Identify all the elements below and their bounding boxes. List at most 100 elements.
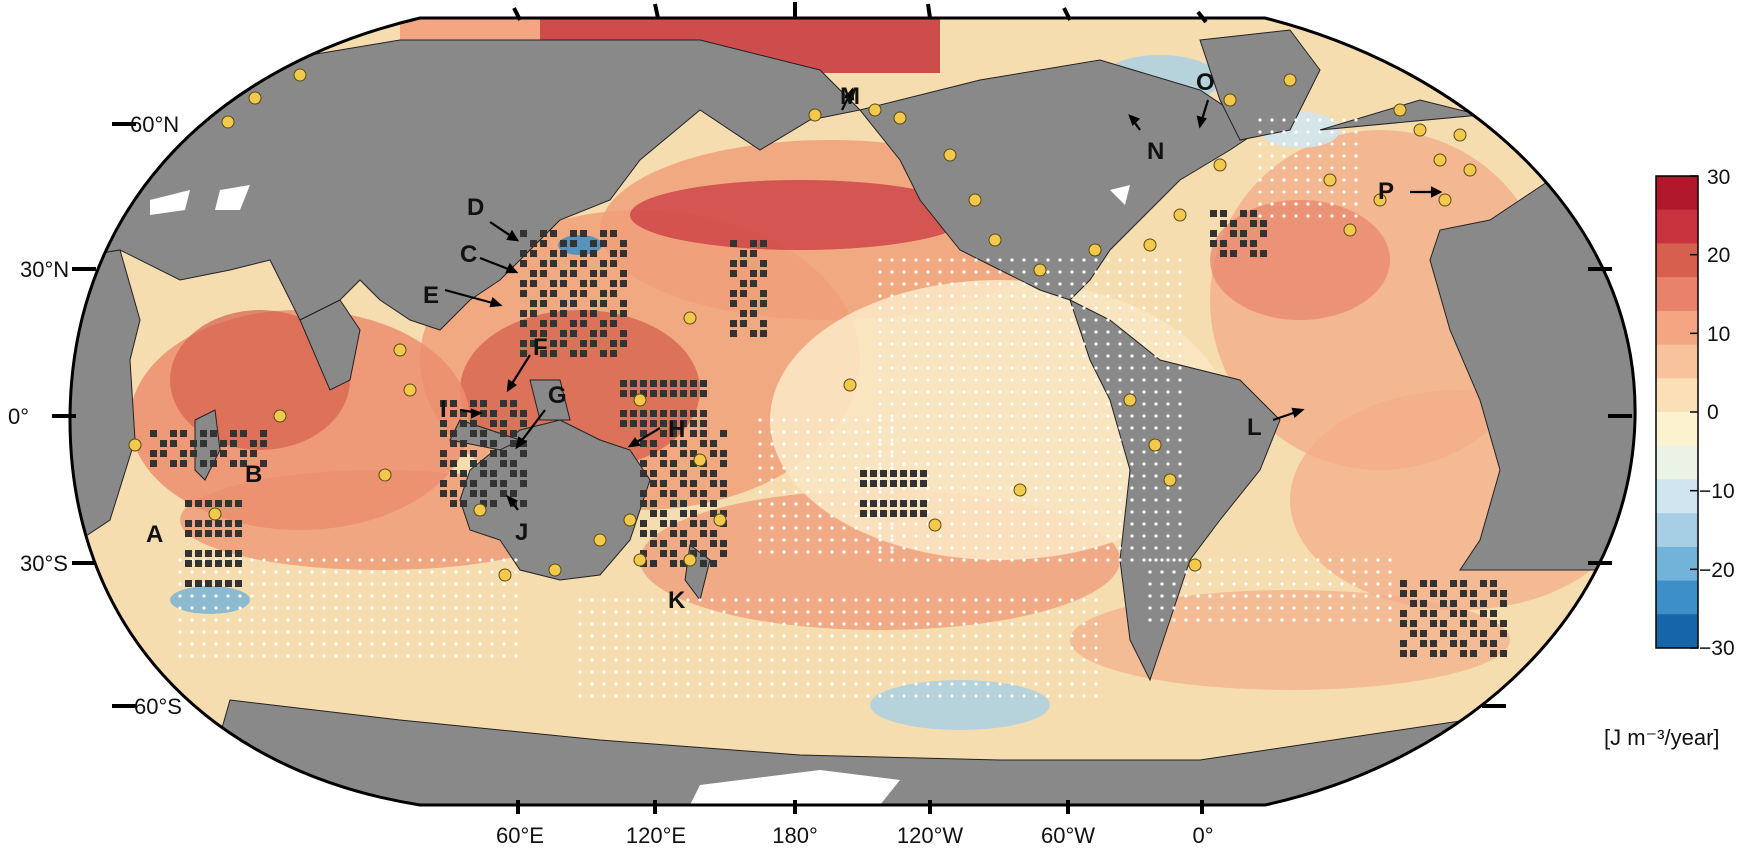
stipple-dot: [770, 430, 774, 434]
mooring-marker: [760, 240, 767, 247]
stipple-dot: [490, 618, 494, 622]
stipple-dot: [842, 478, 846, 482]
stipple-dot: [1292, 582, 1296, 586]
stipple-dot: [878, 670, 882, 674]
mooring-marker: [1430, 610, 1437, 617]
stipple-dot: [674, 682, 678, 686]
mooring-marker: [1420, 630, 1427, 637]
stipple-dot: [830, 622, 834, 626]
stipple-dot: [806, 670, 810, 674]
stipple-dot: [938, 414, 942, 418]
stipple-dot: [1318, 154, 1322, 158]
mooring-marker: [670, 440, 677, 447]
stipple-dot: [1034, 474, 1038, 478]
stipple-dot: [1118, 354, 1122, 358]
mooring-marker: [600, 260, 607, 267]
stipple-dot: [878, 438, 882, 442]
stipple-dot: [1034, 634, 1038, 638]
mooring-marker: [620, 300, 627, 307]
mooring-marker: [560, 340, 567, 347]
colorbar-band: [1656, 277, 1698, 312]
mooring-marker: [220, 450, 227, 457]
station-marker: [1463, 163, 1477, 177]
stipple-dot: [626, 598, 630, 602]
mooring-marker: [225, 580, 232, 587]
stipple-dot: [1106, 426, 1110, 430]
stipple-dot: [974, 402, 978, 406]
stipple-dot: [1022, 658, 1026, 662]
mooring-marker: [700, 420, 707, 427]
stipple-dot: [722, 634, 726, 638]
stipple-dot: [866, 634, 870, 638]
stipple-dot: [1318, 214, 1322, 218]
stipple-dot: [890, 534, 894, 538]
stipple-dot: [974, 522, 978, 526]
stipple-dot: [830, 466, 834, 470]
stipple-dot: [854, 538, 858, 542]
stipple-dot: [442, 570, 446, 574]
stipple-dot: [1046, 462, 1050, 466]
stipple-dot: [878, 378, 882, 382]
mooring-marker: [610, 310, 617, 317]
mooring-marker: [460, 450, 467, 457]
stipple-dot: [1268, 606, 1272, 610]
stipple-dot: [298, 570, 302, 574]
stipple-dot: [986, 670, 990, 674]
stipple-dot: [178, 558, 182, 562]
stipple-dot: [1316, 594, 1320, 598]
stipple-dot: [926, 498, 930, 502]
stipple-dot: [1046, 450, 1050, 454]
stipple-dot: [950, 658, 954, 662]
stipple-dot: [1082, 646, 1086, 650]
stipple-dot: [1070, 462, 1074, 466]
station-marker: [593, 533, 607, 547]
mooring-marker: [500, 420, 507, 427]
stipple-dot: [866, 682, 870, 686]
mooring-marker: [740, 310, 747, 317]
stipple-dot: [1046, 610, 1050, 614]
stipple-dot: [286, 618, 290, 622]
stipple-dot: [962, 610, 966, 614]
stipple-dot: [1232, 594, 1236, 598]
mooring-marker: [250, 440, 257, 447]
stipple-dot: [626, 682, 630, 686]
stipple-dot: [454, 642, 458, 646]
stipple-dot: [490, 582, 494, 586]
stipple-dot: [1034, 354, 1038, 358]
stipple-dot: [770, 514, 774, 518]
stipple-dot: [878, 622, 882, 626]
mooring-marker: [440, 430, 447, 437]
mooring-marker: [570, 350, 577, 357]
mooring-marker: [500, 450, 507, 457]
stipple-dot: [998, 414, 1002, 418]
mooring-marker: [670, 560, 677, 567]
stipple-dot: [782, 682, 786, 686]
stipple-dot: [770, 646, 774, 650]
stipple-dot: [1070, 378, 1074, 382]
stipple-dot: [890, 390, 894, 394]
stipple-dot: [466, 558, 470, 562]
stipple-dot: [914, 634, 918, 638]
mooring-marker: [450, 440, 457, 447]
stipple-dot: [974, 258, 978, 262]
mooring-marker: [460, 440, 467, 447]
stipple-dot: [1130, 378, 1134, 382]
stipple-dot: [1270, 118, 1274, 122]
stipple-dot: [950, 258, 954, 262]
stipple-dot: [914, 598, 918, 602]
stipple-dot: [1342, 118, 1346, 122]
stipple-dot: [578, 622, 582, 626]
stipple-dot: [250, 642, 254, 646]
stipple-dot: [1070, 658, 1074, 662]
stipple-dot: [626, 694, 630, 698]
stipple-dot: [1178, 498, 1182, 502]
mooring-marker: [1230, 250, 1237, 257]
lon-label-120e: 120°E: [626, 823, 686, 848]
stipple-dot: [854, 598, 858, 602]
stipple-dot: [926, 694, 930, 698]
mooring-marker: [580, 340, 587, 347]
stipple-dot: [950, 546, 954, 550]
stipple-dot: [1318, 130, 1322, 134]
lon-label-60e: 60°E: [496, 823, 544, 848]
stipple-dot: [1106, 270, 1110, 274]
